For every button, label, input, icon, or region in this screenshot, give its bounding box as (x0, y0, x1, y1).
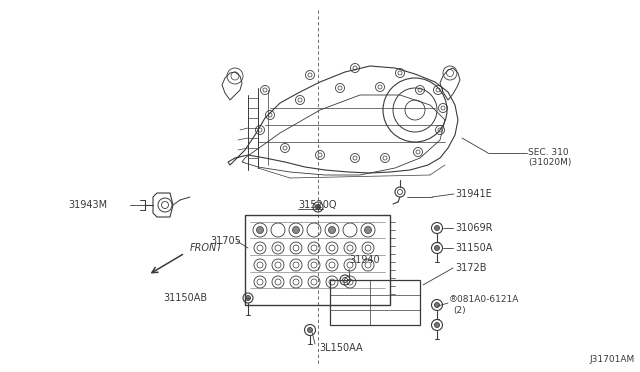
Text: FRONT: FRONT (190, 243, 223, 253)
Circle shape (308, 327, 312, 333)
Circle shape (435, 246, 440, 250)
Circle shape (365, 227, 371, 234)
Text: SEC. 310: SEC. 310 (528, 148, 568, 157)
Circle shape (292, 227, 300, 234)
Text: 3L150AA: 3L150AA (319, 343, 363, 353)
Circle shape (328, 227, 335, 234)
Text: 31520Q: 31520Q (298, 200, 337, 210)
Bar (330, 280, 420, 325)
Circle shape (316, 205, 321, 209)
Circle shape (435, 225, 440, 231)
Text: J31701AM: J31701AM (589, 355, 635, 364)
Circle shape (257, 227, 264, 234)
Text: ®081A0-6121A: ®081A0-6121A (449, 295, 520, 305)
Text: 3172B: 3172B (455, 263, 486, 273)
Bar (245, 215, 390, 305)
Circle shape (435, 323, 440, 327)
Text: (2): (2) (453, 305, 466, 314)
Text: 31941E: 31941E (455, 189, 492, 199)
Text: 31943M: 31943M (68, 200, 107, 210)
Text: 31150A: 31150A (455, 243, 492, 253)
Text: 31150AB: 31150AB (163, 293, 207, 303)
Text: (31020M): (31020M) (528, 158, 572, 167)
Text: 31940: 31940 (349, 255, 380, 265)
Circle shape (246, 295, 250, 301)
Text: 31069R: 31069R (455, 223, 493, 233)
Text: 31705: 31705 (210, 236, 241, 246)
Circle shape (435, 302, 440, 308)
